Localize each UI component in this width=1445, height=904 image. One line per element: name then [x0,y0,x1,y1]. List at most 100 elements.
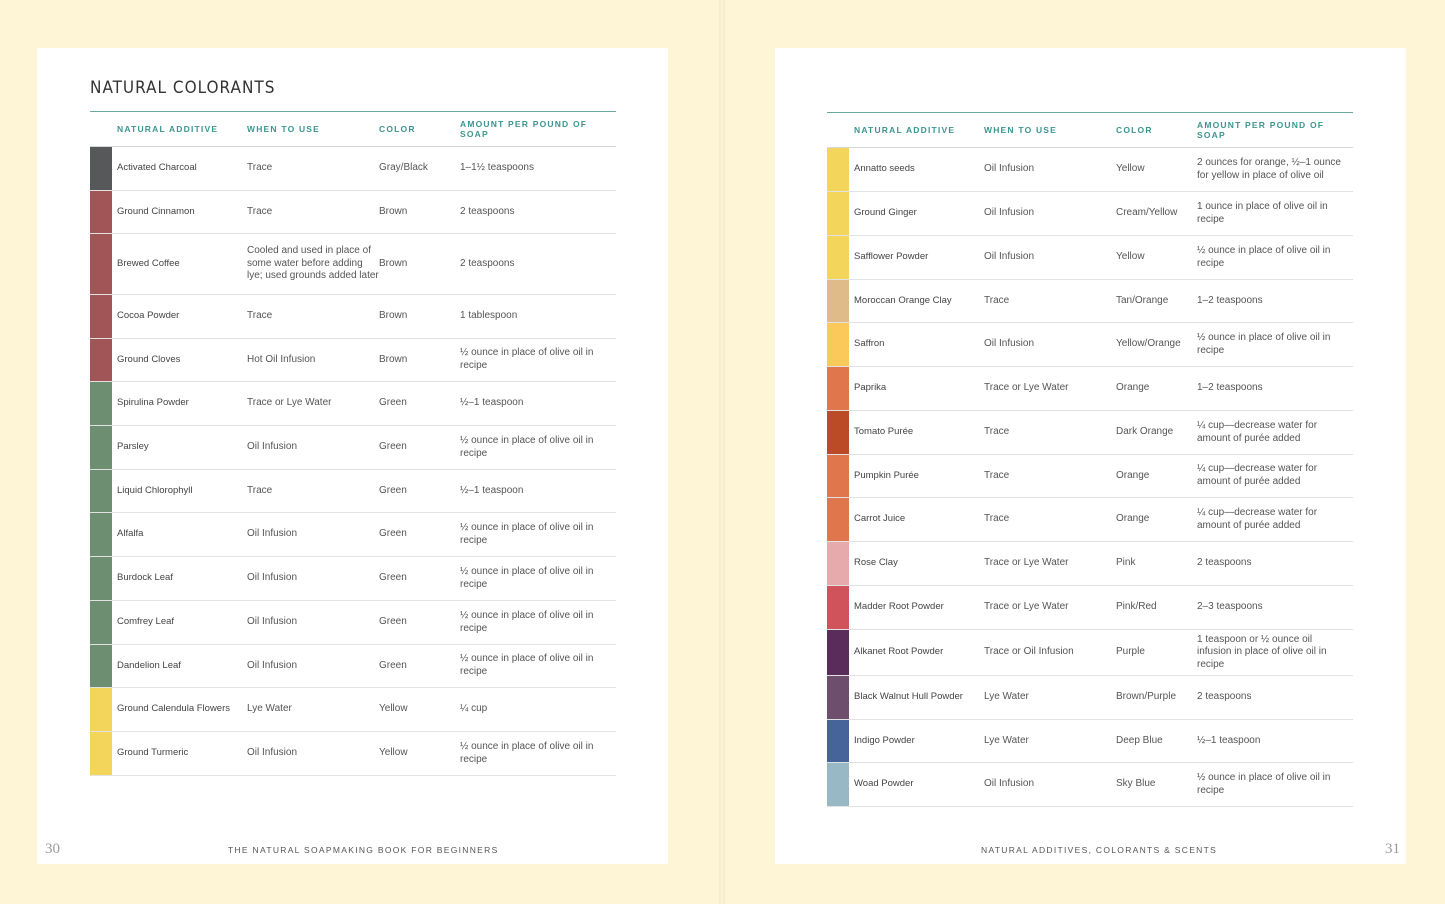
amount-cell: ¼ cup [460,703,488,715]
additive-cell: Dandelion Leaf [117,659,181,671]
additive-cell: Pumpkin Purée [854,469,919,481]
table-row: Liquid Chlorophyll Trace Green ½–1 teaspoon [90,470,616,513]
additive-cell: Alfalfa [117,528,144,540]
table-row: Spirulina Powder Trace or Lye Water Green ½… [90,382,616,426]
additive-cell: Safflower Powder [854,251,929,263]
right-page: Natural Additive When to Use Color Amoun… [775,48,1406,864]
amount-cell: 2 teaspoons [1197,691,1252,703]
additive-cell: Black Walnut Hull Powder [854,691,963,703]
color-cell: Orange [1116,382,1150,394]
when-to-use-cell: Oil Infusion [247,659,298,671]
when-to-use-cell: Trace [247,310,273,322]
color-swatch [827,411,849,454]
amount-cell: ½–1 teaspoon [460,484,524,496]
additive-cell: Madder Root Powder [854,601,944,613]
table-row: Black Walnut Hull Powder Lye Water Brown/P… [827,676,1353,720]
additive-cell: Ground Cinnamon [117,205,195,217]
table-row: Saffron Oil Infusion Yellow/Orange ½ ounce … [827,323,1353,367]
additive-cell: Parsley [117,441,149,453]
additive-cell: Cocoa Powder [117,310,180,322]
table-row: Ground Calendula Flowers Lye Water Yellow ¼… [90,688,616,732]
color-cell: Brown [379,257,408,269]
amount-cell: ½–1 teaspoon [1197,734,1261,746]
color-swatch [827,367,849,410]
when-to-use-cell: Trace [984,513,1010,525]
when-to-use-cell: Lye Water [247,703,292,715]
amount-cell: ½ ounce in place of olive oil in recipe [1197,771,1331,796]
amount-cell: ½ ounce in place of olive oil in recipe [460,347,594,371]
color-cell: Purple [1116,646,1145,658]
amount-cell: ¼ cup—decrease water for amount of purée… [1197,506,1318,531]
header-natural-additive: Natural Additive [854,125,956,135]
amount-cell: 2 teaspoons [1197,557,1252,569]
color-swatch [90,688,112,731]
when-to-use-cell: Trace [984,426,1010,438]
color-swatch [90,382,112,425]
header-color: Color [1116,125,1153,135]
color-swatch [90,557,112,600]
additive-cell: Ground Turmeric [117,747,189,759]
when-to-use-cell: Trace or Lye Water [984,557,1069,569]
when-to-use-cell: Oil Infusion [247,572,298,584]
table-row: Moroccan Orange Clay Trace Tan/Orange 1–2 t… [827,280,1353,323]
when-to-use-cell: Oil Infusion [984,207,1035,219]
color-cell: Brown [379,205,408,217]
color-cell: Orange [1116,513,1150,525]
additive-cell: Moroccan Orange Clay [854,294,952,306]
header-when-to-use: When to Use [247,124,321,134]
amount-cell: ½ ounce in place of olive oil in recipe [460,521,594,546]
table-row: Ground Cloves Hot Oil Infusion Brown ½ ounc… [90,339,616,382]
when-to-use-cell: Trace or Lye Water [247,397,332,409]
additive-cell: Burdock Leaf [117,572,173,584]
table-row: Alkanet Root Powder Trace or Oil Infusion… [827,630,1353,676]
table-row: Cocoa Powder Trace Brown 1 tablespoon [90,295,616,339]
color-cell: Dark Orange [1116,426,1174,438]
amount-cell: ½ ounce in place of olive oil in recipe [460,565,594,590]
color-swatch [827,455,849,497]
amount-cell: ½ ounce in place of olive oil in recipe [460,740,594,765]
running-head: THE NATURAL SOAPMAKING BOOK FOR BEGINNER… [228,845,499,855]
color-swatch [827,720,849,762]
color-swatch [90,470,112,512]
table-row: Pumpkin Purée Trace Orange ¼ cup—decrease w… [827,455,1353,498]
table-row: Woad Powder Oil Infusion Sky Blue ½ ounce i… [827,763,1353,807]
color-cell: Yellow [1116,251,1145,263]
table-row: Alfalfa Oil Infusion Green ½ ounce in place… [90,513,616,557]
header-color: Color [379,124,416,134]
amount-cell: 2 teaspoons [460,257,515,269]
book-gutter [719,0,725,904]
when-to-use-cell: Trace [984,469,1010,481]
amount-cell: ½ ounce in place of olive oil in recipe [460,434,594,459]
when-to-use-cell: Trace [247,162,273,174]
table-header: Natural Additive When to Use Color Amoun… [827,113,1353,148]
header-amount: Amount per Pound of Soap [460,119,588,139]
additive-cell: Annatto seeds [854,163,915,175]
color-swatch [90,191,112,233]
additive-cell: Liquid Chlorophyll [117,484,193,496]
additive-cell: Comfrey Leaf [117,616,175,628]
color-cell: Yellow [1116,163,1145,175]
when-to-use-cell: Trace or Lye Water [984,601,1069,613]
header-natural-additive: Natural Additive [117,124,219,134]
table-row: Ground Turmeric Oil Infusion Yellow ½ ounce… [90,732,616,776]
additive-cell: Ground Calendula Flowers [117,703,231,715]
color-cell: Pink/Red [1116,601,1157,613]
when-to-use-cell: Oil Infusion [247,616,298,628]
when-to-use-cell: Oil Infusion [984,163,1035,175]
color-swatch [827,280,849,322]
color-cell: Yellow/Orange [1116,338,1181,350]
color-cell: Orange [1116,469,1150,481]
color-swatch [90,513,112,556]
color-swatch [827,236,849,279]
amount-cell: ½ ounce in place of olive oil in recipe [460,653,594,677]
amount-cell: ½ ounce in place of olive oil in recipe [460,609,594,634]
colorants-table: Natural Additive When to Use Color Amoun… [827,112,1353,807]
color-swatch [90,645,112,687]
header-when-to-use: When to Use [984,125,1058,135]
additive-cell: Woad Powder [854,778,914,790]
table-row: Burdock Leaf Oil Infusion Green ½ ounce in … [90,557,616,601]
amount-cell: 2 teaspoons [460,205,515,217]
color-swatch [827,323,849,366]
when-to-use-cell: Trace or Oil Infusion [984,646,1074,658]
additive-cell: Tomato Purée [854,426,914,438]
